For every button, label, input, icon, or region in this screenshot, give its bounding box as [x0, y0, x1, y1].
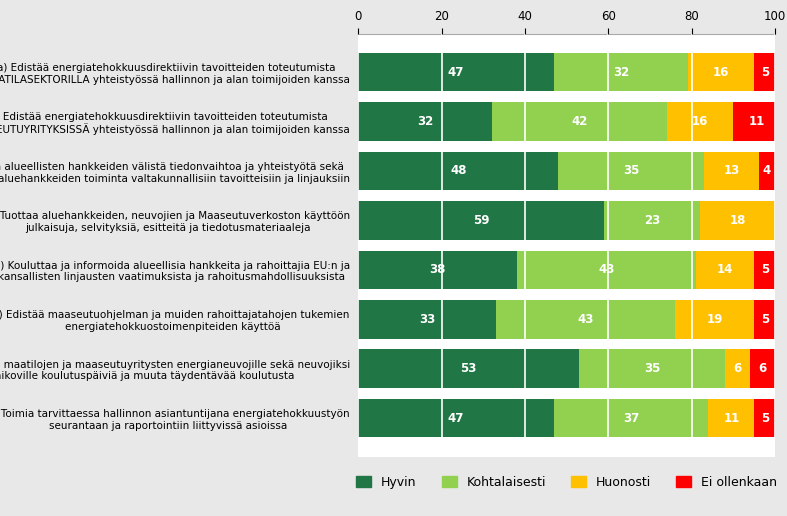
Text: 43: 43 [577, 313, 593, 326]
Text: 47: 47 [448, 412, 464, 425]
Text: 32: 32 [613, 66, 629, 78]
Text: 14: 14 [717, 263, 733, 277]
Bar [759, 152, 775, 190]
Text: 6: 6 [733, 362, 742, 375]
Bar [358, 349, 579, 388]
Bar [696, 251, 755, 289]
Text: 18: 18 [730, 214, 746, 227]
Text: 35: 35 [644, 362, 660, 375]
Text: 11: 11 [723, 412, 740, 425]
Text: 4: 4 [763, 165, 771, 178]
Bar [755, 300, 775, 338]
Bar [492, 102, 667, 141]
Text: 38: 38 [429, 263, 445, 277]
Text: 33: 33 [419, 313, 435, 326]
Text: 47: 47 [448, 66, 464, 78]
Text: 42: 42 [571, 115, 587, 128]
Bar [750, 349, 775, 388]
Bar [755, 251, 775, 289]
Text: 5: 5 [761, 263, 769, 277]
Bar [496, 300, 675, 338]
Bar [358, 152, 558, 190]
Bar [579, 349, 725, 388]
Bar [358, 53, 554, 91]
Legend: Hyvin, Kohtalaisesti, Huonosti, Ei ollenkaan: Hyvin, Kohtalaisesti, Huonosti, Ei ollen… [356, 476, 778, 489]
Text: 23: 23 [644, 214, 660, 227]
Bar [688, 53, 755, 91]
Bar [558, 152, 704, 190]
Text: 5: 5 [761, 66, 769, 78]
Bar [675, 300, 755, 338]
Text: 5: 5 [761, 412, 769, 425]
Bar [554, 399, 708, 438]
Text: 37: 37 [623, 412, 639, 425]
Text: 5: 5 [761, 313, 769, 326]
Bar [358, 251, 516, 289]
Text: 43: 43 [598, 263, 615, 277]
Bar [604, 201, 700, 239]
Bar [554, 53, 688, 91]
Bar [700, 201, 775, 239]
Text: 16: 16 [692, 115, 708, 128]
Bar [358, 399, 554, 438]
Text: 59: 59 [473, 214, 490, 227]
Bar [358, 300, 496, 338]
Bar [667, 102, 733, 141]
Bar [733, 102, 779, 141]
Bar [704, 152, 759, 190]
Bar [755, 53, 775, 91]
Text: 11: 11 [748, 115, 764, 128]
Bar [358, 102, 492, 141]
Bar [708, 399, 755, 438]
Bar [358, 201, 604, 239]
Text: 19: 19 [707, 313, 723, 326]
Text: 48: 48 [450, 165, 467, 178]
Bar [755, 399, 775, 438]
Bar [725, 349, 750, 388]
Text: 32: 32 [416, 115, 433, 128]
Text: 35: 35 [623, 165, 640, 178]
Text: 13: 13 [723, 165, 740, 178]
Text: 6: 6 [759, 362, 767, 375]
Text: 53: 53 [460, 362, 477, 375]
Bar [516, 251, 696, 289]
Text: 16: 16 [713, 66, 730, 78]
